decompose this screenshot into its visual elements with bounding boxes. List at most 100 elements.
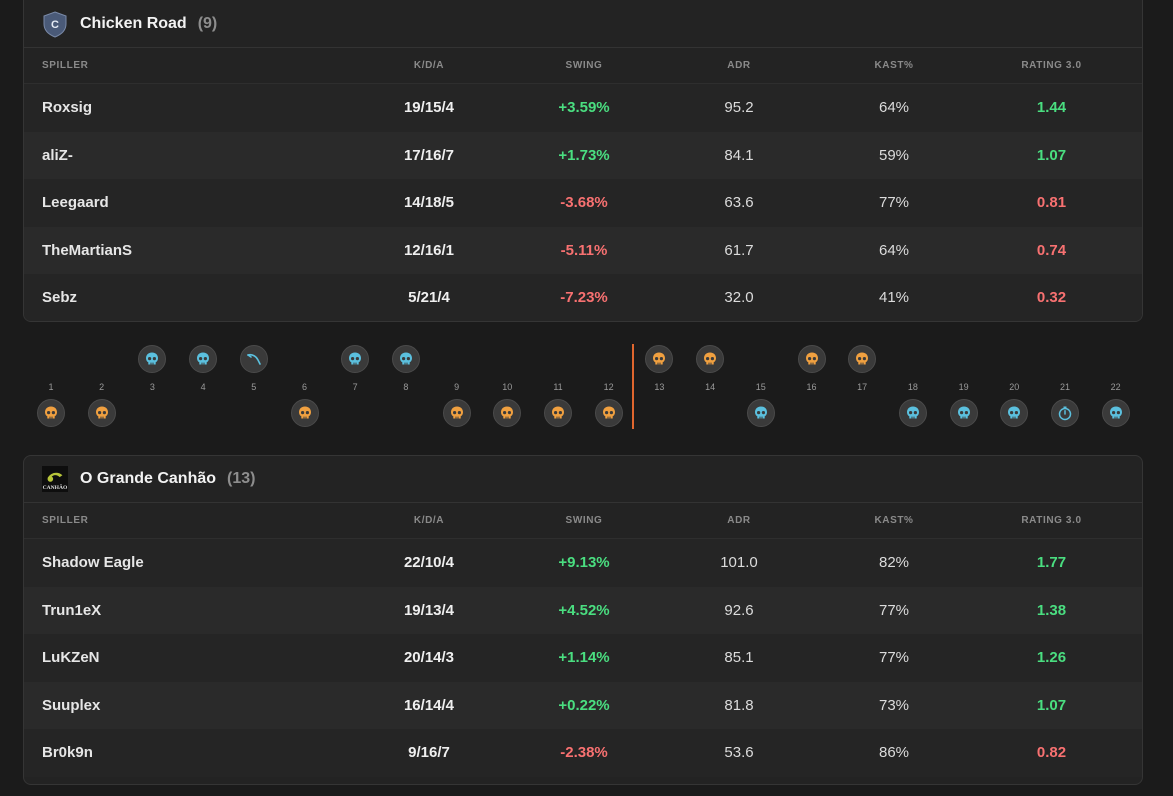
player-kast: 73% bbox=[878, 696, 910, 714]
round-number: 20 bbox=[1009, 382, 1020, 392]
table-row: aliZ- 17/16/7 +1.73% 84.1 59% 1.07 bbox=[24, 131, 1142, 179]
team1-name[interactable]: Chicken Road bbox=[80, 15, 187, 32]
round-number: 2 bbox=[99, 382, 105, 392]
defuse-icon[interactable] bbox=[239, 345, 268, 373]
player-name[interactable]: Shadow Eagle bbox=[42, 554, 144, 572]
player-swing: +0.22% bbox=[558, 696, 610, 714]
player-rating: 1.77 bbox=[1036, 554, 1067, 572]
col-swing[interactable]: SWING bbox=[565, 515, 603, 526]
player-kast: 41% bbox=[878, 289, 910, 307]
skull-icon[interactable] bbox=[746, 399, 775, 427]
skull-icon[interactable] bbox=[341, 345, 370, 373]
skull-icon[interactable] bbox=[1101, 399, 1130, 427]
skull-icon[interactable] bbox=[138, 345, 167, 373]
skull-icon[interactable] bbox=[290, 399, 319, 427]
table-header: SPILLER K/D/A SWING ADR KAST% RATING 3.0 bbox=[24, 48, 1142, 84]
round-number: 14 bbox=[705, 382, 716, 392]
player-rating: 1.38 bbox=[1036, 601, 1067, 619]
col-kda[interactable]: K/D/A bbox=[413, 515, 445, 526]
round-number: 5 bbox=[251, 382, 257, 392]
skull-icon[interactable] bbox=[391, 345, 420, 373]
round-number: 18 bbox=[907, 382, 918, 392]
table-row: Shadow Eagle 22/10/4 +9.13% 101.0 82% 1.77 bbox=[24, 539, 1142, 587]
player-swing: -7.23% bbox=[560, 289, 608, 307]
skull-icon[interactable] bbox=[189, 345, 218, 373]
table-row: Roxsig 19/15/4 +3.59% 95.2 64% 1.44 bbox=[24, 84, 1142, 132]
skull-icon[interactable] bbox=[1000, 399, 1029, 427]
player-name[interactable]: TheMartianS bbox=[42, 241, 133, 259]
player-kast: 86% bbox=[878, 744, 910, 762]
skull-icon[interactable] bbox=[848, 345, 877, 373]
player-swing: +1.14% bbox=[558, 649, 610, 667]
player-kda: 14/18/5 bbox=[403, 194, 455, 212]
round-number: 1 bbox=[48, 382, 54, 392]
col-rating[interactable]: RATING 3.0 bbox=[1021, 515, 1082, 526]
col-kast[interactable]: KAST% bbox=[874, 515, 914, 526]
round-number: 3 bbox=[149, 382, 155, 392]
player-kast: 77% bbox=[878, 601, 910, 619]
col-adr[interactable]: ADR bbox=[727, 515, 751, 526]
player-adr: 61.7 bbox=[724, 241, 754, 259]
col-kast[interactable]: KAST% bbox=[874, 60, 914, 71]
round-number: 13 bbox=[654, 382, 665, 392]
skull-icon[interactable] bbox=[87, 399, 116, 427]
player-rating: 0.81 bbox=[1036, 194, 1067, 212]
skull-icon[interactable] bbox=[37, 399, 65, 427]
skull-icon[interactable] bbox=[442, 399, 471, 427]
skull-icon[interactable] bbox=[645, 345, 674, 373]
skull-icon[interactable] bbox=[544, 399, 572, 427]
player-name[interactable]: Roxsig bbox=[42, 99, 93, 117]
shield-icon: C bbox=[43, 10, 67, 38]
col-adr[interactable]: ADR bbox=[727, 60, 751, 71]
player-name[interactable]: Sebz bbox=[42, 289, 78, 307]
player-swing: +4.52% bbox=[558, 601, 610, 619]
player-kda: 20/14/3 bbox=[403, 649, 455, 667]
col-kda[interactable]: K/D/A bbox=[413, 60, 445, 71]
skull-icon[interactable] bbox=[949, 399, 978, 427]
team2-logo[interactable]: CANHÃO bbox=[42, 465, 68, 493]
player-kast: 64% bbox=[878, 241, 910, 259]
player-kast: 77% bbox=[878, 649, 910, 667]
table-row: LuKZeN 20/14/3 +1.14% 85.1 77% 1.26 bbox=[24, 634, 1142, 682]
player-adr: 63.6 bbox=[724, 194, 754, 212]
round-number: 9 bbox=[454, 382, 460, 392]
round-number: 10 bbox=[502, 382, 513, 392]
player-swing: +1.73% bbox=[558, 146, 610, 164]
player-adr: 84.1 bbox=[724, 146, 754, 164]
skull-icon[interactable] bbox=[797, 345, 826, 373]
stopwatch-icon[interactable] bbox=[1051, 399, 1079, 427]
round-number: 12 bbox=[603, 382, 614, 392]
cannon-logo-icon: CANHÃO bbox=[42, 466, 68, 492]
skull-icon[interactable] bbox=[594, 399, 623, 427]
player-rating: 0.74 bbox=[1036, 241, 1067, 259]
player-name[interactable]: Leegaard bbox=[42, 194, 109, 212]
player-name[interactable]: Trun1eX bbox=[42, 601, 102, 619]
table-row: Br0k9n 9/16/7 -2.38% 53.6 86% 0.82 bbox=[24, 729, 1142, 777]
player-name[interactable]: Suuplex bbox=[42, 696, 101, 714]
team1-logo[interactable]: C bbox=[42, 10, 68, 38]
player-name[interactable]: aliZ- bbox=[42, 146, 73, 164]
round-number: 22 bbox=[1110, 382, 1121, 392]
player-kda: 16/14/4 bbox=[403, 696, 455, 714]
team2-scoreboard: CANHÃO O Grande Canhão (13) SPILLER K/D/… bbox=[23, 455, 1143, 785]
player-adr: 95.2 bbox=[724, 99, 754, 117]
svg-text:CANHÃO: CANHÃO bbox=[43, 483, 68, 491]
col-player[interactable]: SPILLER bbox=[42, 60, 89, 71]
skull-icon[interactable] bbox=[493, 399, 522, 427]
player-kda: 22/10/4 bbox=[403, 554, 455, 572]
player-swing: +3.59% bbox=[558, 99, 610, 117]
round-number: 19 bbox=[958, 382, 969, 392]
player-name[interactable]: LuKZeN bbox=[42, 649, 100, 667]
table-row: Trun1eX 19/13/4 +4.52% 92.6 77% 1.38 bbox=[24, 586, 1142, 634]
round-number: 21 bbox=[1059, 382, 1070, 392]
skull-icon[interactable] bbox=[696, 345, 725, 373]
col-swing[interactable]: SWING bbox=[565, 60, 603, 71]
round-number: 17 bbox=[857, 382, 868, 392]
col-player[interactable]: SPILLER bbox=[42, 515, 89, 526]
col-rating[interactable]: RATING 3.0 bbox=[1021, 60, 1082, 71]
team2-name[interactable]: O Grande Canhão bbox=[80, 470, 217, 487]
team1-header: C Chicken Road (9) bbox=[24, 0, 1142, 48]
team2-rows: Shadow Eagle 22/10/4 +9.13% 101.0 82% 1.77 Tru… bbox=[24, 539, 1142, 777]
skull-icon[interactable] bbox=[898, 399, 927, 427]
player-name[interactable]: Br0k9n bbox=[42, 744, 93, 762]
